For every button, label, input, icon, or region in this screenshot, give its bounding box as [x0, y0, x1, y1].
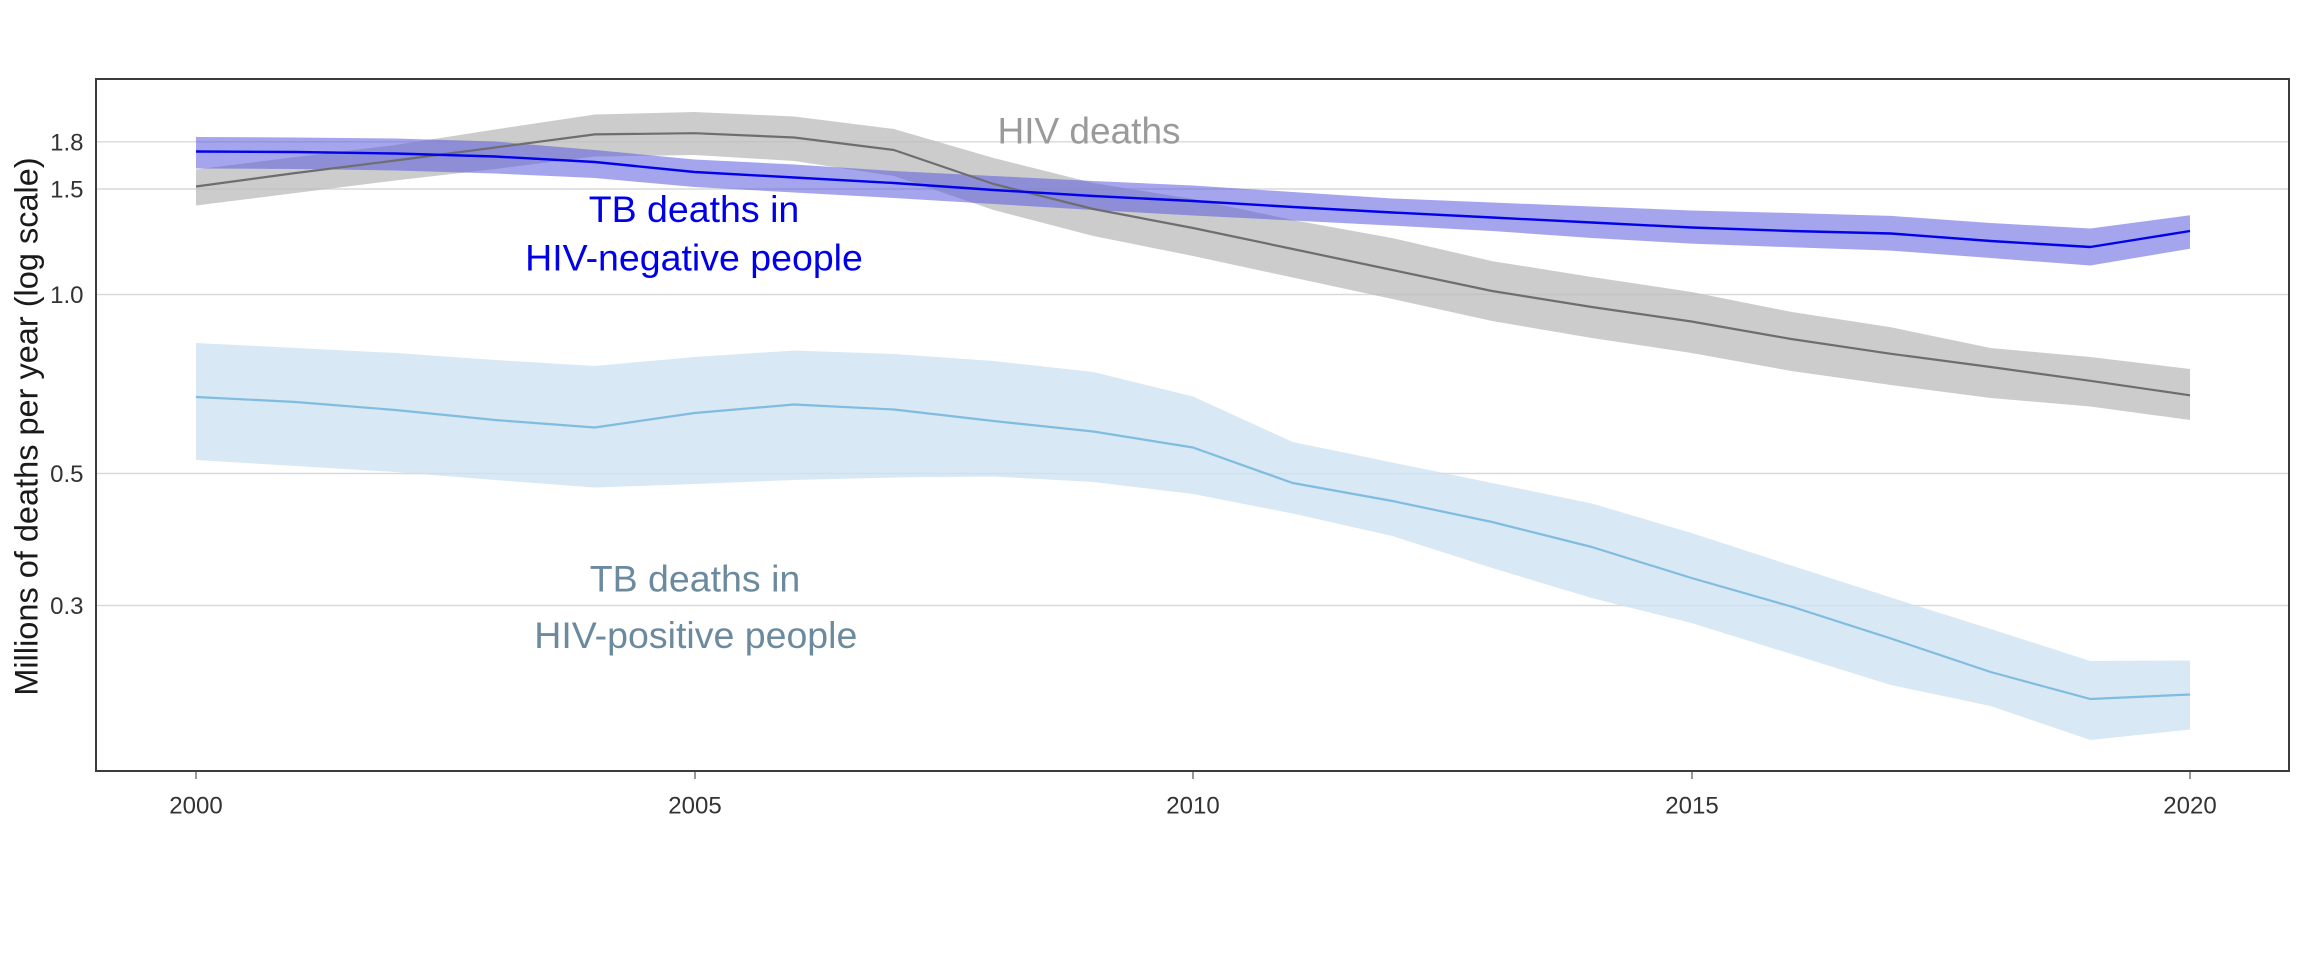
- svg-text:1.8: 1.8: [50, 129, 83, 156]
- svg-text:2020: 2020: [2163, 793, 2216, 820]
- svg-text:2010: 2010: [1166, 793, 1219, 820]
- svg-text:1.0: 1.0: [50, 282, 83, 309]
- svg-text:TB deaths in: TB deaths in: [589, 188, 800, 230]
- svg-text:0.3: 0.3: [50, 593, 83, 620]
- svg-text:HIV-positive people: HIV-positive people: [534, 614, 857, 656]
- svg-text:HIV deaths: HIV deaths: [997, 111, 1180, 152]
- svg-text:2005: 2005: [668, 793, 721, 820]
- svg-text:2000: 2000: [169, 793, 222, 820]
- svg-text:TB deaths in: TB deaths in: [590, 558, 801, 600]
- svg-text:Millions of deaths per year (l: Millions of deaths per year (log scale): [9, 157, 45, 695]
- svg-text:2015: 2015: [1665, 793, 1718, 820]
- svg-text:0.5: 0.5: [50, 461, 83, 488]
- svg-text:1.5: 1.5: [50, 177, 83, 204]
- svg-text:HIV-negative people: HIV-negative people: [525, 237, 863, 279]
